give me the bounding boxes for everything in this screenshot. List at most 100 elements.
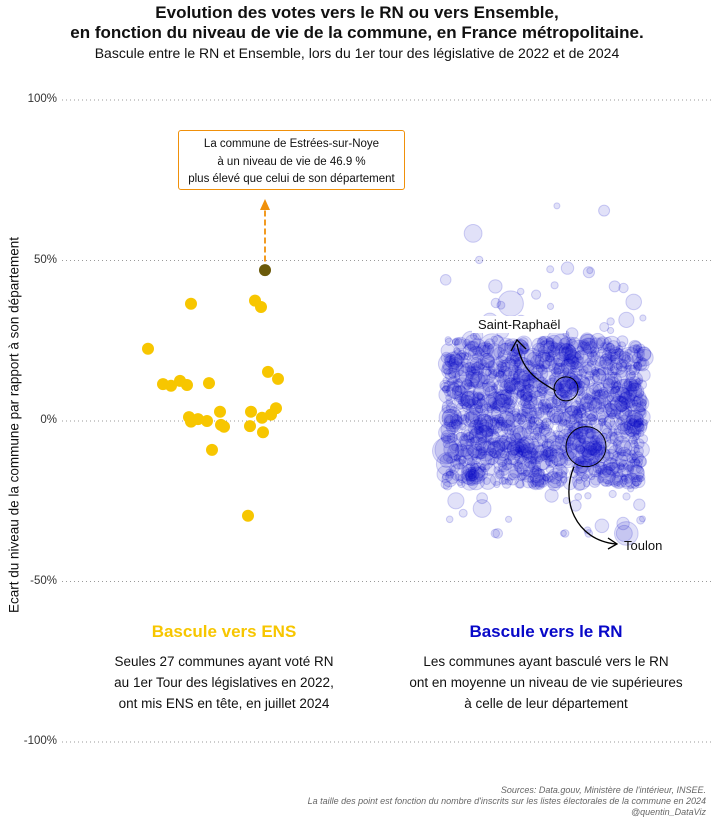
rn-point [491,416,499,424]
rn-point [535,419,543,426]
rn-point [618,464,626,473]
rn-point [497,410,515,428]
rn-point [623,439,640,456]
rn-point [477,449,488,460]
rn-point [483,402,491,410]
rn-point [581,444,598,461]
rn-point [605,431,619,445]
rn-point [459,434,475,450]
rn-point [460,463,484,486]
rn-point [581,449,595,463]
rn-point [510,377,518,385]
rn-point [492,421,509,438]
rn-point [589,443,603,457]
rn-point [471,392,486,407]
rn-point [530,390,545,406]
rn-point [537,349,551,363]
rn-point [496,437,509,451]
rn-point [470,371,489,390]
rn-point [626,458,643,475]
rn-point [594,469,602,478]
rn-point [441,408,460,428]
rn-point [582,448,593,459]
toulon-arrow [568,466,617,545]
rn-point [553,453,569,469]
rn-point [624,472,640,489]
rn-point [475,350,483,357]
rn-point [501,342,509,351]
rn-point [496,363,505,372]
rn-point [527,377,542,392]
rn-point [639,398,648,407]
rn-point [448,354,465,371]
rn-point [578,368,588,378]
rn-point [465,411,475,421]
rn-point [599,353,615,369]
rn-point [510,432,523,445]
rn-point [554,367,562,375]
rn-point [563,349,581,368]
rn-point [630,453,639,461]
rn-point [542,447,554,458]
rn-point [476,425,494,442]
rn-point [458,414,470,426]
rn-point [603,376,621,395]
rn-point [550,281,559,290]
rn-point [531,432,547,448]
rn-point [516,360,538,382]
rn-point [504,477,514,486]
caption-author: @quentin_DataViz [630,807,706,817]
rn-point [488,366,496,374]
rn-point [447,369,457,379]
rn-point [529,430,540,441]
rn-point [604,342,616,354]
rn-point [485,428,494,437]
rn-point [588,351,599,363]
rn-point [531,479,541,490]
rn-point [540,391,558,409]
rn-point [627,464,645,483]
rn-point [602,335,621,354]
rn-point [451,443,459,452]
rn-point [482,477,491,485]
rn-point [549,448,558,457]
rn-point [528,407,537,416]
rn-point [463,429,472,438]
rn-point [575,440,583,448]
rn-point [583,442,598,456]
rn-point [611,461,619,469]
rn-point [464,407,481,425]
rn-point [475,405,484,414]
rn-point [546,467,568,489]
rn-point [490,335,498,343]
rn-point [479,352,495,368]
rn-point [611,381,619,389]
rn-point [514,366,523,374]
rn-point [457,455,467,464]
rn-point [538,386,548,397]
rn-point [505,410,522,428]
rn-point [463,382,472,391]
rn-point [547,406,564,424]
rn-point [460,444,475,460]
rn-point [549,371,568,390]
rn-point [596,410,609,423]
rn-point [444,415,457,428]
rn-point [631,437,639,445]
rn-point [524,383,535,393]
rn-point [465,475,476,486]
rn-point [511,365,520,373]
rn-point [524,455,537,469]
rn-point [479,394,497,412]
rn-point [565,327,579,341]
rn-point [617,378,633,394]
rn-point [609,451,636,478]
rn-point [607,444,625,462]
rn-point [453,390,464,401]
rn-point [441,404,451,414]
rn-point [446,357,456,367]
rn-point [537,364,548,375]
rn-point [602,355,613,366]
rn-point [472,445,487,460]
rn-point [578,437,586,445]
